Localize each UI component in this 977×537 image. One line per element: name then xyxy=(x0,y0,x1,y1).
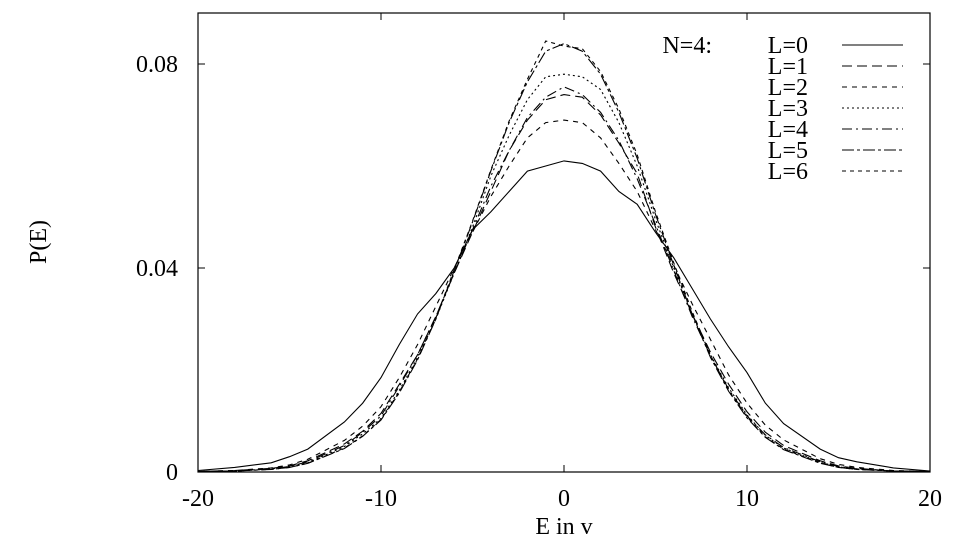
series-line-l4 xyxy=(197,86,931,473)
plot-frame xyxy=(197,12,931,473)
legend-label: L=4 xyxy=(768,117,808,143)
series-line-l5 xyxy=(197,43,931,473)
series-line-l3 xyxy=(197,73,931,473)
legend-prefix: N=4: xyxy=(662,33,712,59)
y-tick-label: 0.04 xyxy=(136,256,178,282)
series-lines xyxy=(197,40,931,473)
x-tick-label: -20 xyxy=(182,486,214,512)
y-tick-label: 0.08 xyxy=(136,52,178,78)
x-axis-title: E in v xyxy=(535,514,592,537)
legend-label: L=0 xyxy=(768,33,808,59)
legend-label: L=5 xyxy=(768,138,808,164)
y-axis: 0 0.04 0.08 xyxy=(136,52,930,486)
legend-label: L=2 xyxy=(768,75,808,101)
x-tick-label: -10 xyxy=(365,486,397,512)
series-line-l1 xyxy=(197,94,931,473)
x-tick-label: 0 xyxy=(558,486,570,512)
y-tick-label: 0 xyxy=(166,460,178,486)
x-axis: -20 -10 0 10 20 xyxy=(182,13,942,512)
legend-label: L=3 xyxy=(768,96,808,122)
series-line-l0 xyxy=(197,160,931,472)
y-axis-title: P(E) xyxy=(26,220,52,264)
series-line-l6 xyxy=(197,40,931,473)
legend-label: L=1 xyxy=(768,54,808,80)
legend-label: L=6 xyxy=(768,159,808,185)
series-line-l2 xyxy=(197,119,931,473)
x-tick-label: 20 xyxy=(918,486,942,512)
legend: N=4: L=0L=1L=2L=3L=4L=5L=6 xyxy=(662,33,903,185)
x-tick-label: 10 xyxy=(735,486,759,512)
